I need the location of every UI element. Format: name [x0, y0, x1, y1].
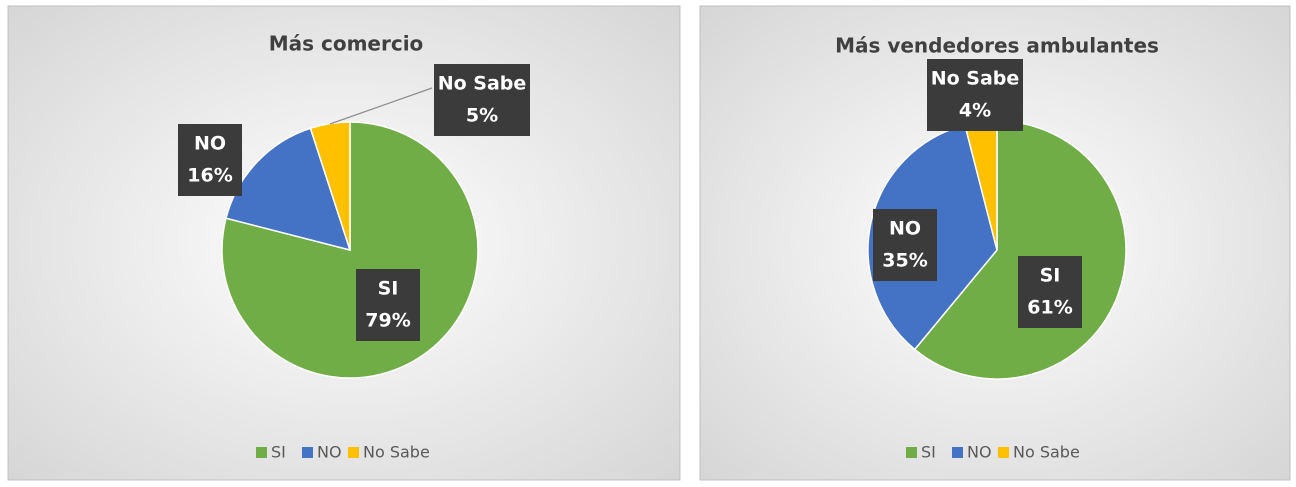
- legend-swatch: [906, 447, 917, 458]
- pie-slice: [225, 127, 352, 252]
- legend-label: SI: [921, 443, 936, 462]
- legend-label: SI: [271, 443, 286, 462]
- data-label-box: [1018, 256, 1082, 328]
- data-label-box: [356, 269, 420, 341]
- data-label-value: 4%: [959, 100, 991, 122]
- legend-swatch: [348, 447, 359, 458]
- legend-label: NO: [967, 443, 992, 462]
- chart-title: Más comercio: [269, 32, 424, 56]
- data-label-category: SI: [1040, 265, 1061, 287]
- legend-swatch: [256, 447, 267, 458]
- data-label-category: No Sabe: [438, 73, 527, 95]
- data-label-value: 79%: [365, 310, 410, 332]
- data-label-value: 16%: [187, 165, 232, 187]
- chart-title: Más vendedores ambulantes: [835, 34, 1159, 58]
- data-label-category: NO: [194, 133, 226, 155]
- data-label-box: [927, 59, 1023, 131]
- data-label-category: NO: [889, 218, 921, 240]
- legend-label: No Sabe: [363, 443, 430, 462]
- legend-swatch: [998, 447, 1009, 458]
- data-label-box: [873, 209, 937, 281]
- data-label-box: [434, 64, 530, 136]
- data-label-value: 5%: [466, 105, 498, 127]
- legend-swatch: [302, 447, 313, 458]
- legend-swatch: [952, 447, 963, 458]
- data-label-box: [178, 124, 242, 196]
- legend-label: NO: [317, 443, 342, 462]
- leader-line: [329, 87, 433, 125]
- data-label-value: 61%: [1027, 297, 1072, 319]
- data-label-category: No Sabe: [931, 68, 1020, 90]
- data-label-category: SI: [378, 278, 399, 300]
- legend-label: No Sabe: [1013, 443, 1080, 462]
- data-label-value: 35%: [882, 250, 927, 272]
